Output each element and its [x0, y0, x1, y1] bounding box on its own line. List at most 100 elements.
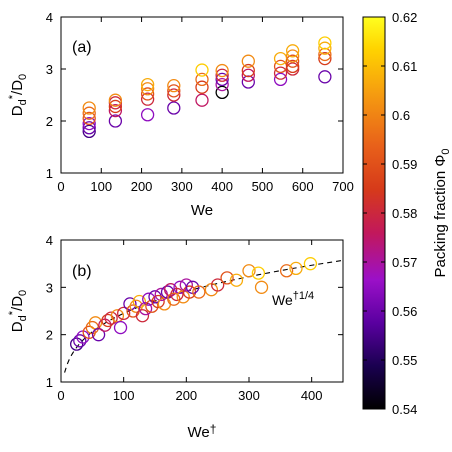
panel-a-data-point: [195, 63, 209, 77]
panel-b-data-point: [179, 278, 193, 292]
panel-a-x-tick-label: 0: [57, 179, 64, 194]
panel-a: (a) 0 100 200 300 400 500 600 700 1 2 3 4 We Dd*/D0: [7, 10, 354, 219]
panel-a-label: (a): [72, 39, 92, 56]
panel-a-data-point: [108, 103, 123, 118]
panel-b-data-point: [242, 264, 256, 278]
panel-a-y-tick-label: 4: [46, 10, 53, 25]
panel-a-data-point: [241, 75, 255, 89]
panel-a-data-point: [82, 106, 96, 120]
panel-a-y-tick-label: 2: [46, 114, 53, 129]
panel-a-data-point: [215, 72, 229, 87]
panel-b-data-point: [220, 271, 234, 285]
panel-a-data-point: [140, 92, 155, 106]
colorbar-gradient: [363, 17, 385, 409]
colorbar-label: Packing fraction Φ0: [432, 149, 452, 278]
svg-text:Dd*/D0: Dd*/D0: [7, 290, 29, 332]
panel-b-data-point: [91, 328, 106, 342]
panel-a-frame: [60, 16, 344, 174]
panel-b-data-point: [151, 294, 165, 309]
panel-a-data-point: [215, 85, 229, 100]
panel-a-data-point: [241, 63, 255, 78]
panel-a-x-tick-label: 300: [171, 179, 193, 194]
panel-b-data-point: [117, 306, 131, 321]
panel-b-label: (b): [72, 263, 92, 280]
panel-b-y-tick-label: 3: [46, 280, 53, 295]
panel-b-fit-label: We†1/4: [272, 290, 314, 308]
panel-b-y-label: Dd*/D0: [7, 290, 29, 332]
panel-b-data-point: [135, 309, 150, 323]
panel-b-x-tick-label: 0: [57, 388, 64, 403]
svg-text:Dd*/D0: Dd*/D0: [7, 74, 29, 116]
panel-a-data-point: [82, 111, 96, 126]
panel-b: (b) 0 100 200 300 400 1 2 3 4 We†1/4 We† Dd*/D0: [7, 233, 344, 441]
panel-a-data-point: [285, 54, 300, 68]
panel-a-data-point: [318, 36, 332, 50]
panel-b-x-tick-label: 400: [301, 388, 323, 403]
panel-a-x-tick-label: 600: [292, 179, 314, 194]
panel-a-data-point: [318, 70, 332, 84]
panel-b-fit-curve: [64, 259, 344, 373]
panel-a-y-label: Dd*/D0: [7, 74, 29, 116]
panel-a-data-point: [318, 41, 332, 55]
panel-a-data-point: [195, 80, 209, 94]
panel-b-y-tick-label: 4: [46, 233, 53, 248]
panel-a-data-point: [108, 99, 123, 114]
panel-a-ticks: 0 100 200 300 400 500 600 700 1 2 3 4: [46, 10, 354, 194]
panel-b-data-point: [73, 334, 87, 348]
panel-a-data-point: [108, 114, 123, 128]
panel-a-data-point: [273, 72, 288, 87]
panel-a-data-point: [140, 82, 155, 96]
panel-a-x-tick-label: 400: [211, 179, 233, 194]
colorbar-tick-label: 0.56: [392, 304, 417, 319]
panel-a-data-point: [167, 78, 181, 93]
panel-b-data-point: [229, 273, 244, 287]
panel-b-data-point: [192, 285, 206, 299]
colorbar-tick-label: 0.6: [392, 108, 410, 123]
panel-b-data-point: [170, 287, 184, 302]
colorbar-tick-label: 0.58: [392, 206, 417, 221]
panel-a-data-point: [273, 66, 288, 80]
panel-a-data-point: [285, 59, 300, 74]
panel-b-points: [70, 257, 318, 351]
panel-a-data-point: [273, 51, 288, 66]
panel-a-data-point: [285, 49, 300, 63]
panel-b-x-label: We†: [188, 422, 217, 441]
panel-a-x-tick-label: 200: [131, 179, 153, 194]
panel-b-data-point: [251, 266, 266, 280]
panel-a-data-point: [82, 116, 96, 131]
panel-a-x-tick-label: 500: [252, 179, 274, 194]
panel-a-data-point: [195, 93, 209, 107]
panel-a-data-point: [167, 88, 181, 102]
colorbar-tick-label: 0.61: [392, 59, 417, 74]
panel-a-data-point: [140, 87, 155, 101]
colorbar-tick-label: 0.57: [392, 255, 417, 270]
colorbar-tick-label: 0.59: [392, 157, 417, 172]
panel-b-x-tick-label: 200: [175, 388, 197, 403]
panel-a-data-point: [241, 68, 255, 82]
panel-a-data-point: [140, 108, 155, 122]
panel-a-x-tick-label: 100: [90, 179, 112, 194]
panel-a-data-point: [215, 77, 229, 92]
panel-a-y-tick-label: 3: [46, 62, 53, 77]
panel-a-data-point: [318, 51, 332, 66]
panel-a-data-point: [167, 84, 181, 98]
colorbar-tick-label: 0.62: [392, 10, 417, 25]
colorbar: 0.62 0.61 0.6 0.59 0.58 0.57 0.56 0.55 0.54 Pack…: [362, 10, 452, 417]
panel-a-data-point: [215, 68, 229, 82]
panel-b-data-point: [303, 257, 318, 271]
colorbar-tick-label: 0.55: [392, 353, 417, 368]
panel-b-data-point: [113, 320, 128, 335]
panel-a-y-tick-label: 1: [46, 166, 53, 181]
panel-b-data-point: [142, 292, 156, 306]
panel-a-data-point: [215, 63, 229, 78]
panel-a-data-point: [241, 54, 255, 68]
panel-a-data-point: [108, 93, 123, 107]
panel-b-data-point: [211, 278, 225, 292]
panel-b-ticks: 0 100 200 300 400 1 2 3 4: [46, 233, 343, 403]
panel-b-data-point: [123, 297, 137, 311]
panel-b-data-point: [289, 261, 303, 276]
panel-b-x-tick-label: 100: [113, 388, 135, 403]
panel-b-data-point: [254, 280, 269, 294]
svg-text:Packing fraction Φ0: Packing fraction Φ0: [432, 149, 452, 278]
